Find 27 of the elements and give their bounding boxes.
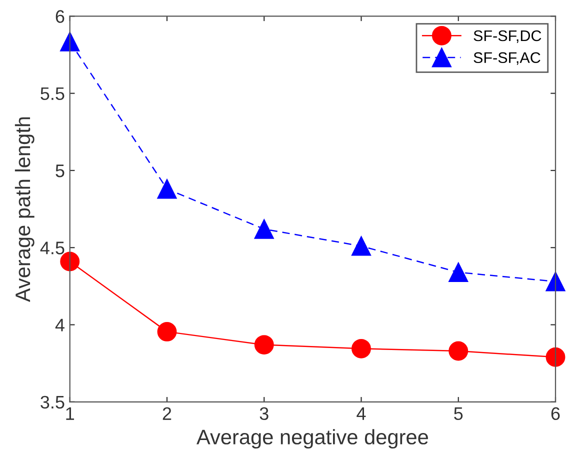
x-tick-label: 6 [551, 407, 560, 420]
y-tick-label: 5 [56, 164, 64, 178]
x-tick-label: 5 [454, 407, 463, 420]
x-tick-label: 3 [260, 407, 268, 420]
y-axis-title: Average path length [14, 117, 34, 302]
point [157, 322, 177, 342]
point [448, 262, 468, 282]
y-tick-label: 3.5 [40, 396, 64, 409]
x-tick-label: 2 [162, 407, 172, 420]
legend-label: SF-SF,DC [474, 30, 542, 43]
point [254, 335, 274, 355]
y-tick-label: 5.5 [40, 87, 64, 100]
y-tick-label: 4.5 [40, 242, 64, 254]
point [352, 236, 371, 256]
x-axis-title: Average negative degree [196, 429, 428, 449]
point [546, 347, 566, 367]
point [352, 338, 371, 358]
y-tick-label: 4 [55, 318, 64, 332]
x-tick-label: 4 [356, 407, 366, 420]
point [157, 179, 177, 199]
point [254, 219, 274, 239]
point [448, 341, 468, 361]
point [546, 272, 566, 292]
x-tick-label: 1 [66, 407, 74, 420]
legend-label: SF-SF,AC [474, 52, 540, 65]
y-tick-label: 6 [56, 10, 64, 23]
point [60, 32, 80, 52]
